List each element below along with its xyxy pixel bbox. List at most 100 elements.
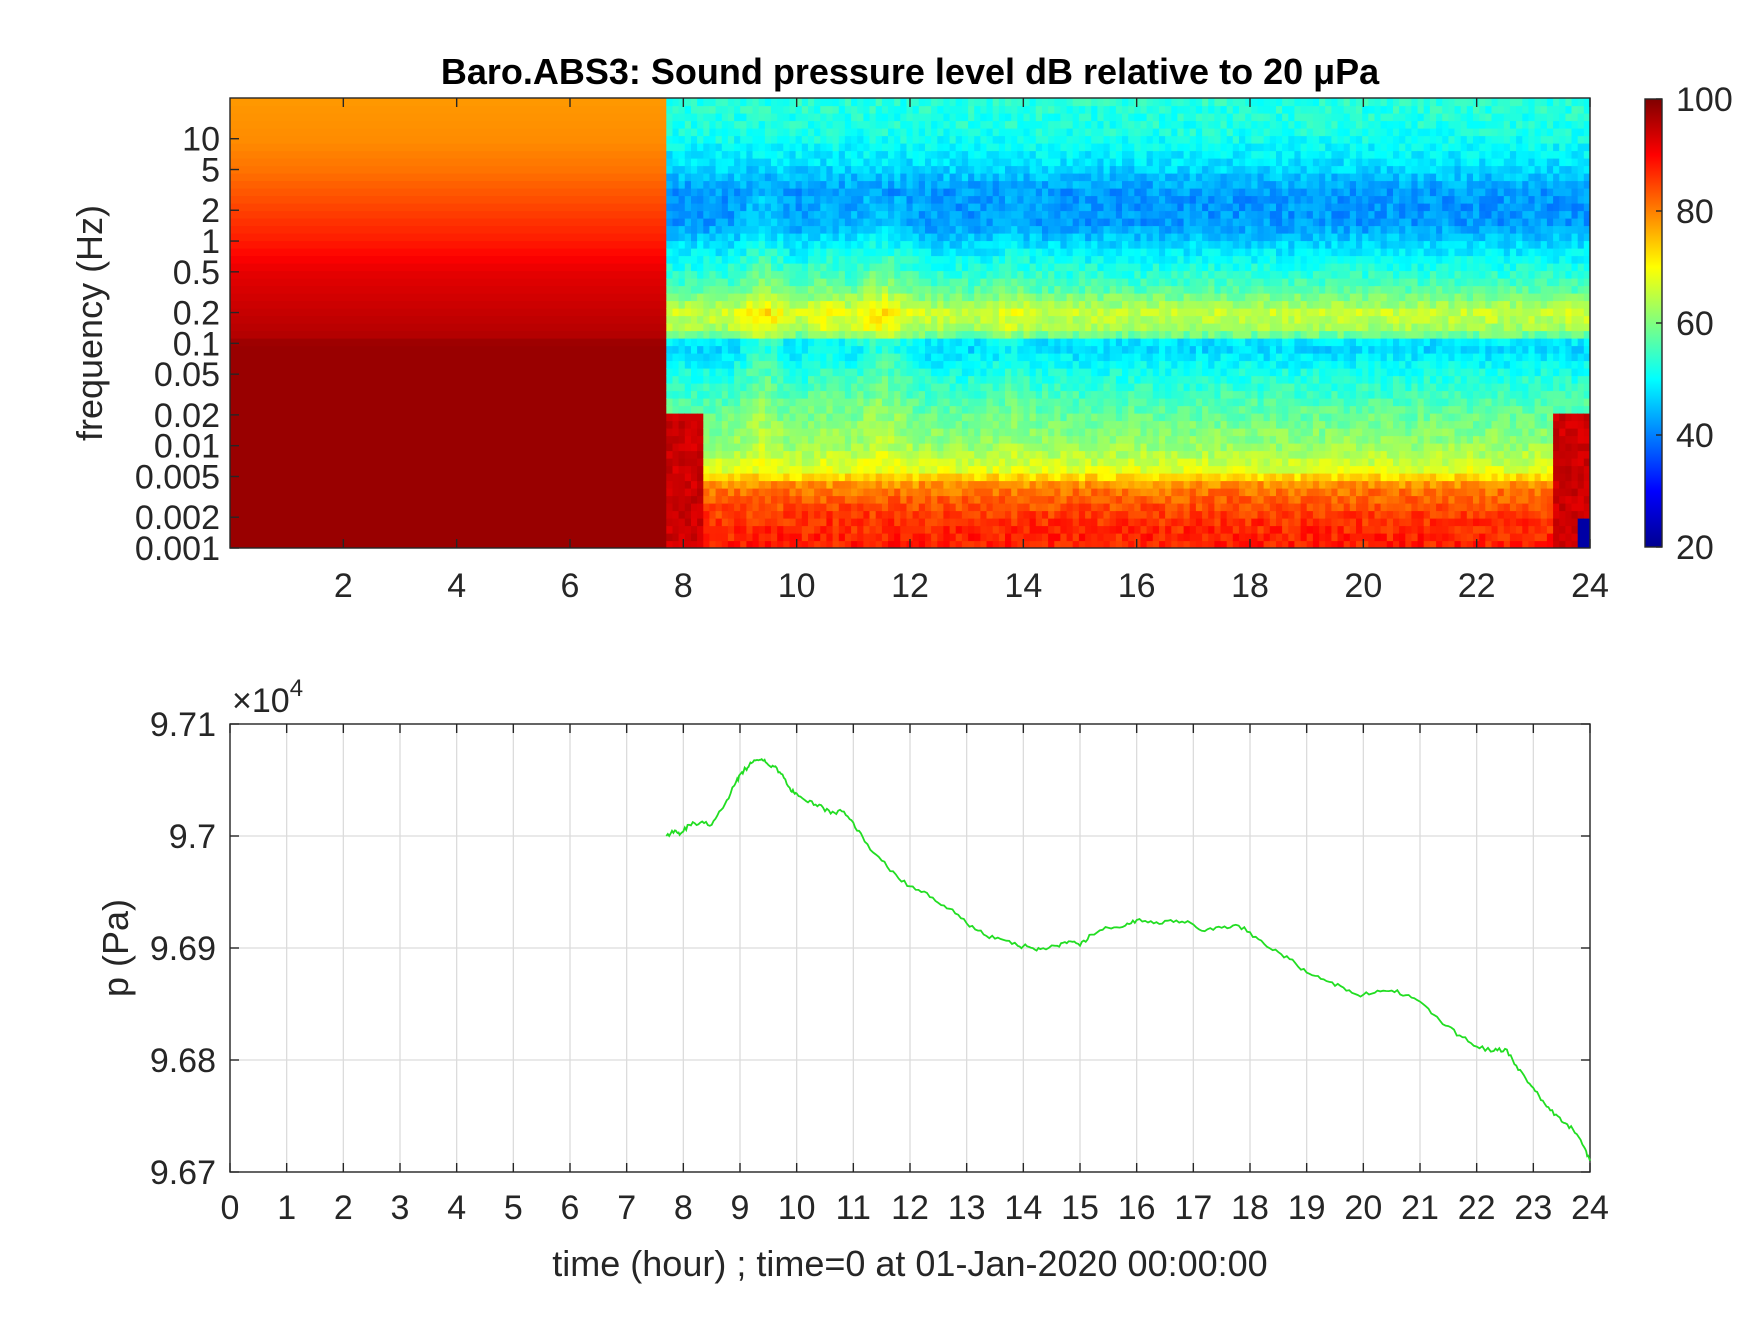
heatmap-cell — [1159, 450, 1166, 459]
heatmap-cell — [820, 435, 828, 444]
heatmap-cell — [992, 225, 1000, 234]
heatmap-cell — [672, 293, 680, 302]
heatmap-cell — [740, 533, 747, 542]
heatmap-cell — [1097, 450, 1105, 459]
heatmap-cell — [832, 518, 840, 527]
heatmap-cell — [851, 225, 858, 234]
heatmap-cell — [777, 465, 784, 474]
heatmap-cell — [931, 495, 938, 504]
heatmap-cell — [678, 300, 686, 309]
heatmap-cell — [666, 285, 674, 294]
heatmap-cell — [1128, 203, 1135, 212]
heatmap-cell — [1017, 488, 1025, 497]
heatmap-cell — [1165, 480, 1172, 489]
heatmap-cell — [740, 473, 747, 482]
heatmap-cell — [875, 398, 883, 407]
heatmap-cell — [1005, 270, 1012, 279]
heatmap-cell — [1048, 368, 1055, 377]
heatmap-cell — [703, 278, 711, 287]
heatmap-cell — [1042, 293, 1049, 302]
heatmap-cell — [678, 368, 686, 377]
heatmap-cell — [888, 210, 895, 219]
heatmap-cell — [1134, 398, 1142, 407]
heatmap-cell — [1128, 248, 1135, 257]
heatmap-cell — [734, 150, 741, 159]
heatmap-cell — [1035, 368, 1043, 377]
heatmap-cell — [1023, 225, 1031, 234]
heatmap-cell — [894, 398, 901, 407]
heatmap-cell — [863, 540, 871, 548]
heatmap-cell — [1122, 233, 1129, 242]
heatmap-cell — [992, 353, 1000, 362]
heatmap-cell — [949, 158, 957, 167]
heatmap-cell — [734, 240, 741, 249]
heatmap-cell — [875, 270, 883, 279]
heatmap-cell — [1134, 420, 1142, 429]
heatmap-cell — [752, 270, 760, 279]
heatmap-cell — [1091, 293, 1098, 302]
heatmap-cell — [857, 330, 864, 339]
heatmap-cell — [857, 353, 864, 362]
heatmap-cell — [961, 203, 969, 212]
heatmap-cell — [1085, 360, 1092, 369]
heatmap-cell — [1023, 488, 1031, 497]
heatmap-cell — [1017, 495, 1025, 504]
heatmap-cell — [795, 128, 803, 137]
heatmap-cell — [691, 278, 698, 287]
heatmap-cell — [666, 533, 674, 542]
heatmap-cell — [795, 323, 803, 332]
heatmap-cell — [703, 210, 711, 219]
heatmap-cell — [715, 113, 723, 122]
heatmap-cell — [1115, 143, 1123, 152]
heatmap-cell — [863, 398, 871, 407]
heatmap-cell — [1078, 278, 1086, 287]
heatmap-cell — [1165, 300, 1172, 309]
heatmap-cell — [1085, 203, 1092, 212]
heatmap-cell — [1091, 375, 1098, 384]
heatmap-cell — [1085, 165, 1092, 174]
heatmap-cell — [1023, 353, 1031, 362]
heatmap-cell — [740, 120, 747, 129]
heatmap-cell — [684, 203, 692, 212]
heatmap-cell — [672, 420, 680, 429]
heatmap-cell — [1122, 390, 1129, 399]
heatmap-cell — [968, 450, 975, 459]
heatmap-cell — [832, 540, 840, 548]
heatmap-cell — [230, 98, 667, 107]
heatmap-cell — [1128, 368, 1135, 377]
heatmap-cell — [832, 293, 840, 302]
heatmap-cell — [949, 113, 957, 122]
heatmap-cell — [230, 428, 667, 437]
heatmap-cell — [666, 383, 674, 392]
heatmap-cell — [1165, 510, 1172, 519]
heatmap-cell — [1159, 203, 1166, 212]
heatmap-cell — [795, 360, 803, 369]
heatmap-cell — [869, 150, 877, 159]
heatmap-cell — [998, 135, 1006, 144]
heatmap-cell — [832, 338, 840, 347]
heatmap-cell — [1103, 338, 1111, 347]
heatmap-cell — [715, 120, 723, 129]
heatmap-cell — [931, 248, 938, 257]
heatmap-cell — [1159, 158, 1166, 167]
heatmap-cell — [1085, 405, 1092, 414]
heatmap-cell — [869, 443, 877, 452]
heatmap-cell — [832, 473, 840, 482]
heatmap-cell — [968, 323, 975, 332]
heatmap-cell — [851, 375, 858, 384]
heatmap-cell — [857, 473, 864, 482]
heatmap-cell — [697, 420, 704, 429]
heatmap-cell — [832, 390, 840, 399]
heatmap-cell — [857, 203, 864, 212]
heatmap-cell — [1140, 113, 1148, 122]
heatmap-cell — [1128, 308, 1135, 317]
heatmap-cell — [1134, 503, 1142, 512]
heatmap-cell — [734, 405, 741, 414]
heatmap-cell — [1078, 240, 1086, 249]
heatmap-cell — [672, 263, 680, 272]
heatmap-cell — [955, 368, 963, 377]
heatmap-cell — [752, 443, 760, 452]
heatmap-cell — [931, 98, 938, 107]
heatmap-cell — [771, 405, 778, 414]
heatmap-cell — [900, 263, 908, 272]
